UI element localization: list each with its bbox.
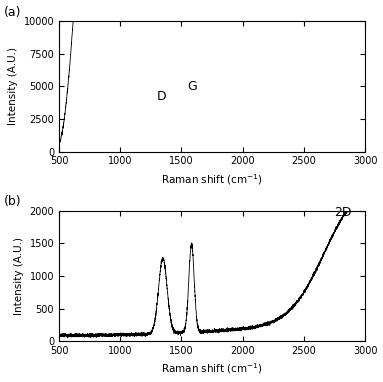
Y-axis label: Intensity (A.U.): Intensity (A.U.): [8, 47, 18, 125]
Text: D: D: [157, 91, 167, 104]
X-axis label: Raman shift (cm$^{-1}$): Raman shift (cm$^{-1}$): [161, 172, 263, 187]
Y-axis label: Intensity (A.U.): Intensity (A.U.): [14, 237, 24, 315]
X-axis label: Raman shift (cm$^{-1}$): Raman shift (cm$^{-1}$): [161, 362, 263, 376]
Text: 2D: 2D: [334, 206, 352, 219]
Text: (a): (a): [4, 6, 21, 19]
Text: (b): (b): [4, 195, 21, 208]
Text: G: G: [188, 80, 197, 93]
